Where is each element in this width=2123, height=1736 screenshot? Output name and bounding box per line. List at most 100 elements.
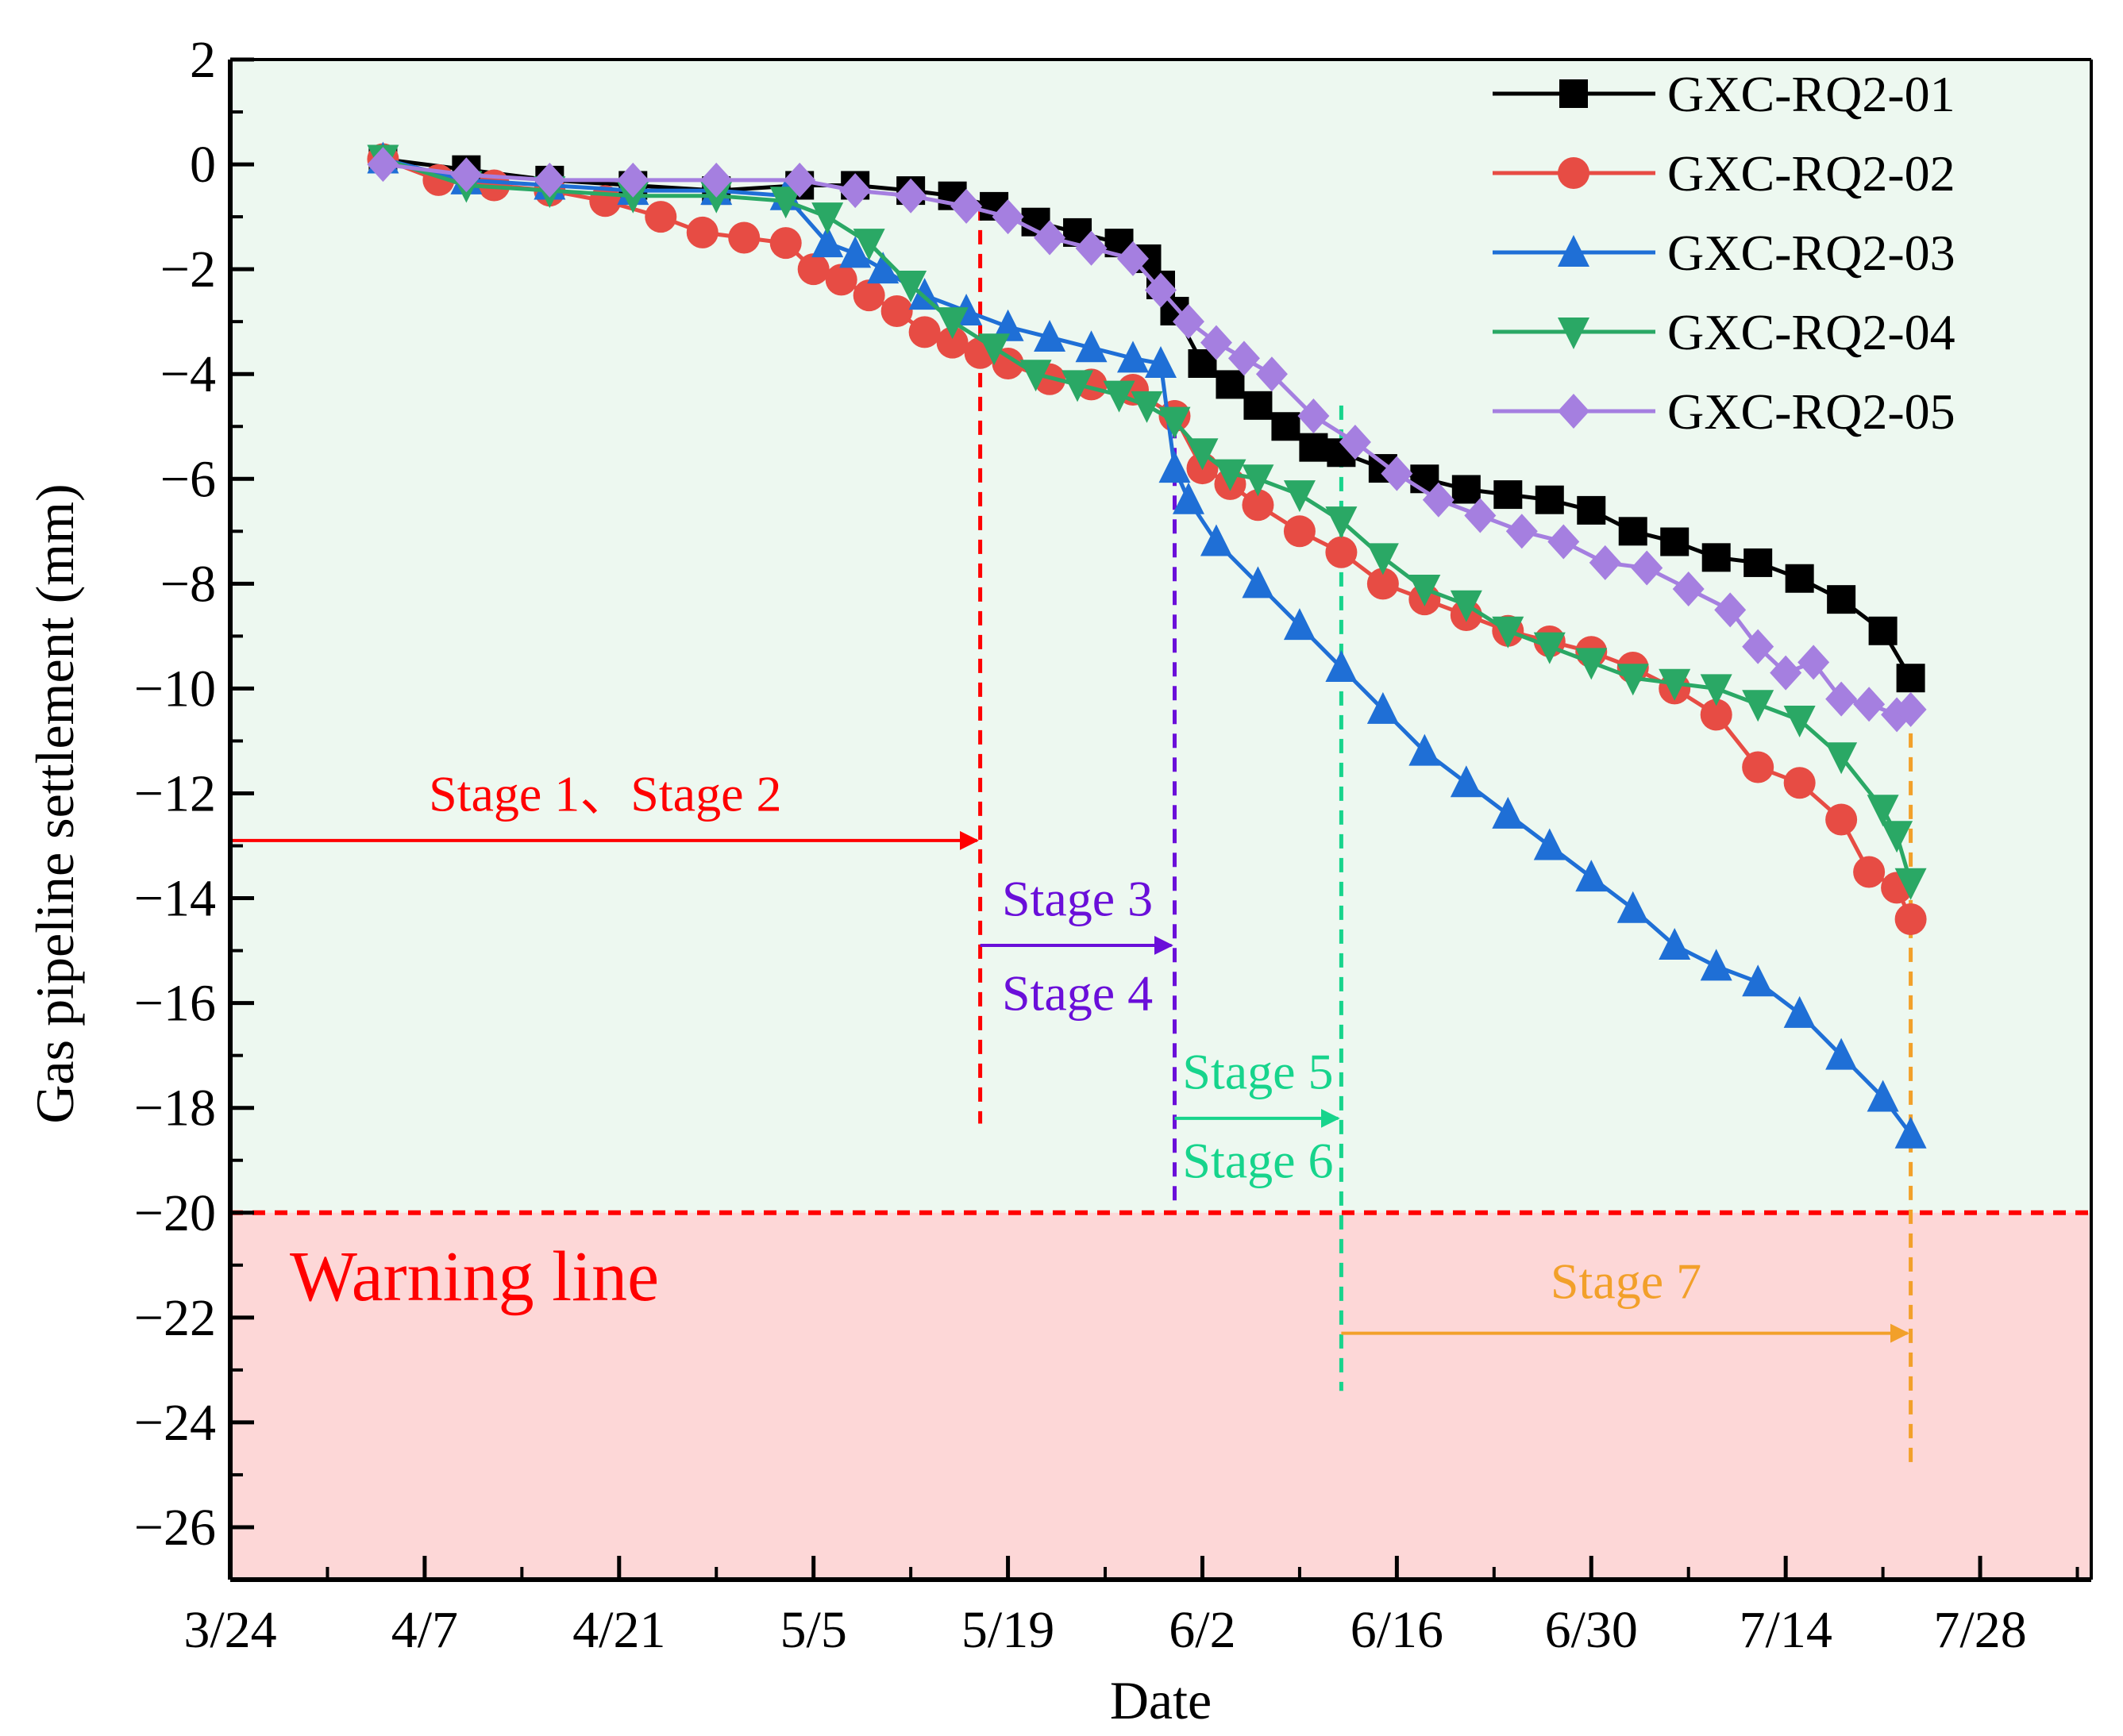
data-point	[1216, 370, 1245, 399]
data-point	[880, 294, 913, 327]
data-point	[1075, 330, 1108, 363]
legend-marker	[1558, 318, 1589, 349]
data-point	[1783, 767, 1816, 799]
data-point	[1450, 590, 1482, 622]
data-point	[1533, 828, 1566, 860]
data-point	[1589, 545, 1621, 580]
data-point	[617, 162, 649, 198]
data-point	[450, 157, 483, 193]
legend-label: GXC-RQ2-02	[1667, 145, 1955, 202]
data-point	[1422, 482, 1455, 518]
data-point	[1117, 341, 1150, 373]
data-point	[978, 333, 1011, 366]
data-point	[1158, 451, 1191, 483]
y-tick-label: −12	[134, 764, 216, 822]
data-point	[1283, 608, 1316, 641]
data-point	[992, 199, 1024, 235]
x-tick-label: 3/24	[183, 1601, 276, 1659]
data-point	[645, 201, 677, 233]
stage-label-secondary: Stage 4	[1002, 964, 1153, 1021]
data-point	[1271, 412, 1300, 441]
data-point	[1894, 1116, 1927, 1149]
data-point	[1867, 1080, 1899, 1112]
x-tick-label: 5/5	[780, 1601, 847, 1659]
data-point	[1825, 803, 1858, 836]
data-series	[367, 141, 1927, 1149]
legend-label: GXC-RQ2-03	[1667, 225, 1955, 281]
data-point	[1742, 629, 1774, 664]
data-point	[784, 162, 816, 198]
data-point	[1158, 406, 1191, 439]
x-tick-label: 6/30	[1545, 1601, 1638, 1659]
data-point	[1505, 514, 1538, 549]
data-point	[992, 348, 1024, 379]
data-point	[1408, 574, 1441, 606]
data-point	[1242, 464, 1274, 497]
data-point	[950, 188, 983, 224]
data-point	[936, 326, 969, 359]
legend-label: GXC-RQ2-01	[1667, 66, 1955, 122]
y-tick-label: −22	[134, 1289, 216, 1347]
data-point	[1867, 795, 1899, 827]
y-tick-label: −24	[134, 1394, 216, 1452]
data-point	[825, 264, 857, 296]
data-point	[1743, 548, 1773, 577]
stage-1: Stage 1、Stage 2	[230, 206, 983, 1124]
data-point	[1366, 691, 1399, 724]
data-point	[1631, 550, 1663, 586]
data-point	[1881, 821, 1913, 853]
y-tick-label: −16	[134, 975, 216, 1033]
data-point	[1742, 964, 1774, 997]
data-point	[936, 307, 969, 340]
data-point	[1145, 346, 1177, 378]
data-point	[1243, 391, 1273, 420]
y-tick-label: −14	[134, 870, 216, 928]
legend-entry: GXC-RQ2-04	[1493, 304, 1955, 360]
data-point	[1283, 515, 1316, 548]
data-point	[1408, 733, 1441, 766]
y-tick-label: −8	[160, 555, 216, 613]
data-point	[1827, 585, 1856, 614]
y-tick-label: −26	[134, 1499, 216, 1557]
legend-marker	[1558, 235, 1589, 267]
data-point	[1575, 860, 1608, 892]
data-point	[1366, 568, 1399, 600]
data-point	[1618, 517, 1647, 546]
x-tick-label: 7/28	[1933, 1601, 2026, 1659]
data-point	[1896, 664, 1925, 693]
data-point	[1034, 319, 1066, 352]
data-point	[769, 187, 802, 219]
data-point	[839, 173, 872, 209]
data-point	[1894, 868, 1927, 900]
data-point	[1493, 480, 1523, 510]
data-point	[1325, 536, 1358, 568]
data-point	[1797, 645, 1830, 680]
legend-entry: GXC-RQ2-03	[1493, 225, 1955, 281]
data-point	[853, 279, 885, 312]
legend-marker	[1559, 79, 1588, 108]
data-point	[1660, 527, 1690, 556]
data-point	[1701, 543, 1731, 572]
legend-label: GXC-RQ2-04	[1667, 304, 1955, 360]
data-point	[1366, 543, 1399, 575]
data-point	[895, 270, 927, 302]
data-point	[1659, 668, 1691, 701]
warning-line-label: Warning line	[290, 1238, 659, 1316]
data-point	[1255, 356, 1288, 392]
stage-label: Stage 7	[1551, 1253, 1701, 1310]
stage-label: Stage 3	[1002, 871, 1153, 927]
data-point	[1186, 438, 1219, 471]
data-point	[1492, 796, 1524, 829]
data-point	[1450, 765, 1482, 798]
data-point	[839, 236, 872, 268]
x-tick-label: 7/14	[1739, 1601, 1832, 1659]
data-point	[367, 147, 399, 183]
y-tick-label: −10	[134, 660, 216, 718]
data-point	[1770, 655, 1802, 691]
data-point	[534, 162, 566, 198]
y-tick-label: −4	[160, 345, 216, 403]
stage-label-secondary: Stage 6	[1182, 1133, 1333, 1189]
data-point	[1034, 220, 1066, 256]
data-point	[1172, 482, 1204, 514]
